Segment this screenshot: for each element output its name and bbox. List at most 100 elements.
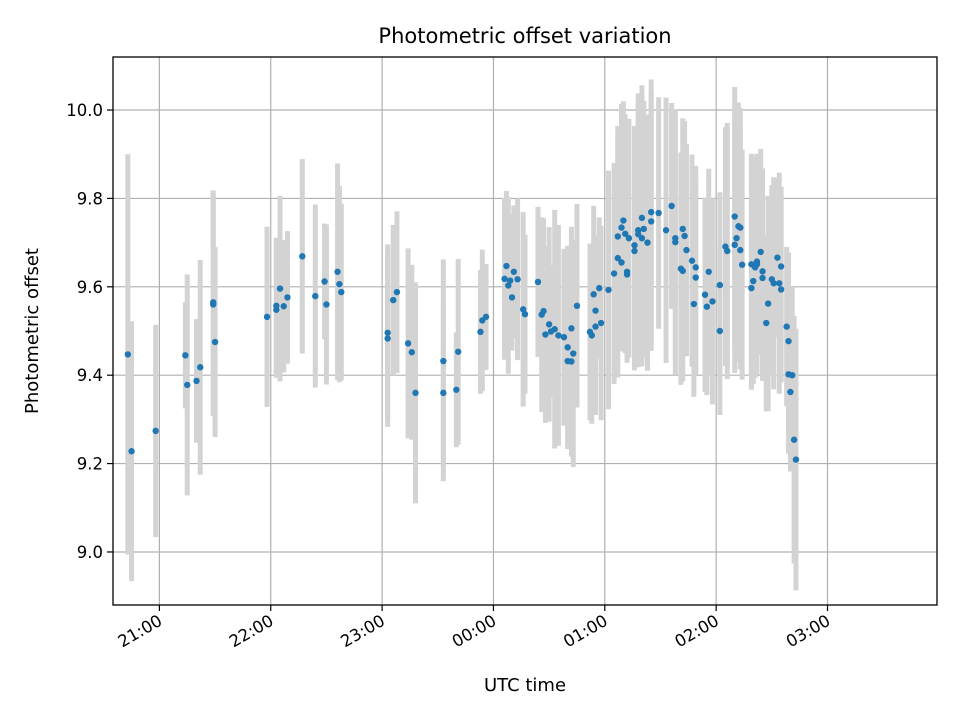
data-point: [555, 332, 562, 339]
data-point: [336, 280, 343, 288]
y-tick-label: 9.4: [77, 366, 103, 385]
data-point: [453, 386, 460, 393]
data-point: [568, 358, 575, 365]
data-point: [716, 327, 724, 335]
data-point: [506, 277, 514, 284]
data-point: [596, 284, 603, 292]
data-point: [785, 337, 792, 345]
data-point: [503, 262, 510, 270]
data-point: [618, 224, 625, 231]
data-point: [618, 259, 625, 266]
data-point: [655, 209, 662, 217]
data-point: [640, 225, 647, 233]
y-tick-label: 9.6: [77, 278, 103, 297]
data-point: [323, 301, 330, 308]
data-point: [573, 302, 581, 310]
data-point: [338, 288, 345, 296]
data-point: [753, 261, 761, 268]
data-point: [321, 278, 328, 285]
data-point: [638, 234, 646, 242]
data-point: [263, 313, 271, 321]
data-point: [731, 213, 738, 220]
data-point: [774, 254, 781, 261]
data-point: [280, 303, 287, 310]
data-point: [638, 214, 646, 222]
data-point: [647, 208, 655, 216]
data-point: [514, 276, 521, 283]
y-axis-label: Photometric offset: [22, 248, 43, 414]
data-point: [701, 291, 709, 298]
data-point: [738, 261, 746, 268]
data-point: [622, 230, 629, 237]
data-point: [776, 280, 783, 287]
data-point: [408, 349, 415, 356]
data-point: [570, 350, 577, 357]
data-point: [197, 364, 204, 371]
data-point: [737, 224, 744, 231]
data-point: [709, 298, 716, 305]
data-point: [662, 227, 670, 234]
data-point: [210, 301, 217, 308]
data-point: [588, 332, 596, 339]
data-point: [412, 389, 419, 397]
data-point: [631, 247, 638, 255]
data-point: [560, 333, 568, 341]
data-point: [764, 300, 772, 307]
data-points: [124, 202, 800, 463]
data-point: [501, 275, 508, 283]
data-point: [668, 202, 675, 210]
data-point: [128, 448, 135, 455]
y-tick-label: 9.0: [77, 543, 103, 562]
data-point: [454, 348, 462, 355]
data-point: [759, 268, 766, 275]
data-point: [759, 274, 766, 282]
data-point: [404, 340, 412, 347]
data-point: [519, 306, 527, 313]
y-tick-label: 9.8: [77, 189, 103, 208]
data-point: [620, 217, 627, 224]
data-point: [384, 329, 391, 336]
data-point: [568, 325, 575, 332]
data-point: [777, 263, 785, 270]
data-point: [688, 257, 696, 264]
data-point: [679, 267, 686, 275]
data-point: [703, 303, 711, 310]
data-point: [605, 286, 612, 294]
data-point: [750, 277, 757, 285]
data-point: [299, 253, 306, 260]
chart-title: Photometric offset variation: [378, 24, 671, 48]
data-point: [681, 232, 688, 240]
data-point: [551, 326, 558, 333]
data-point: [623, 268, 631, 275]
data-point: [789, 371, 796, 379]
data-point: [390, 296, 397, 304]
data-point: [440, 357, 447, 365]
data-point: [614, 254, 621, 262]
data-point: [770, 280, 777, 287]
data-point: [692, 274, 699, 281]
data-point: [705, 268, 712, 275]
data-point: [505, 282, 512, 289]
data-point: [193, 377, 200, 385]
plot-frame: [112, 56, 938, 606]
data-point: [482, 313, 490, 321]
data-point: [384, 335, 391, 342]
data-point: [592, 323, 599, 330]
data-point: [792, 456, 800, 463]
data-point: [393, 288, 401, 296]
data-point: [733, 234, 740, 242]
y-tick-label: 10.0: [66, 101, 103, 120]
data-point: [334, 268, 341, 275]
y-axis-ticks: 9.0 9.2 9.4 9.6 9.8 10.0: [66, 101, 113, 562]
data-point: [211, 338, 219, 346]
data-point: [534, 278, 542, 286]
data-point: [276, 285, 284, 292]
data-point: [737, 246, 744, 254]
data-point: [763, 319, 770, 327]
data-point: [692, 264, 699, 271]
data-point: [508, 294, 516, 301]
data-point: [748, 284, 755, 292]
data-point: [124, 351, 132, 358]
data-point: [672, 234, 679, 242]
